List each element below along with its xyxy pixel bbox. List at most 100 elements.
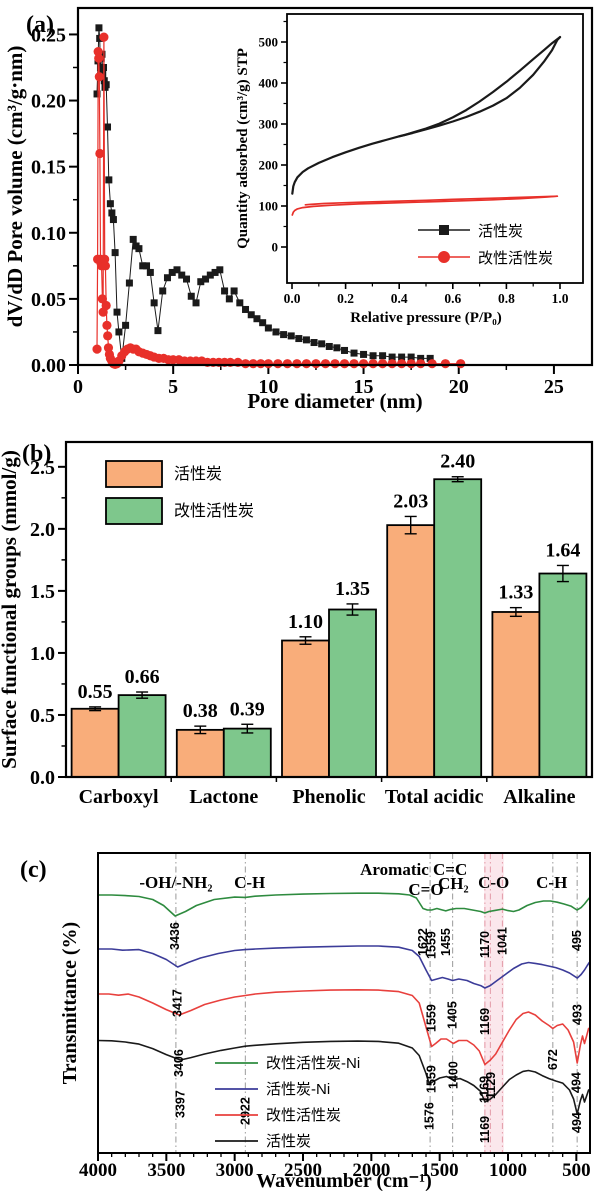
y-axis-title: Surface functional groups (mmol/g) [0, 450, 21, 769]
panel-a-label: (a) [26, 12, 54, 38]
peak-label: 1559 [425, 931, 439, 959]
spectrum-改性活性炭-Ni [97, 892, 591, 917]
bar [433, 478, 483, 778]
data-point [236, 299, 244, 307]
data-point [282, 359, 293, 369]
legend-label: 活性炭-Ni [266, 1081, 330, 1098]
legend-label: 活性炭 [174, 465, 222, 483]
legend-label: 改性活性炭 [478, 250, 553, 267]
legend-swatch [105, 497, 163, 525]
peak-label: 1559 [425, 1065, 439, 1093]
legend-marker-square [439, 225, 449, 235]
data-point [230, 287, 238, 295]
data-point [173, 266, 181, 274]
y-tick-label: 0.05 [31, 289, 66, 311]
x-tick-label: 25 [544, 376, 564, 398]
value-label: 0.38 [183, 700, 218, 722]
data-point [102, 81, 110, 89]
panel-a-inset: 0 100 200 300 400 500 0.0 0.2 0.4 0.6 0.8 1.0 Relati… [235, 13, 584, 326]
y-tick-label: 1.0 [30, 643, 55, 665]
data-point [397, 359, 407, 369]
legend-label: 改性活性炭 [266, 1107, 341, 1124]
data-point [146, 268, 154, 276]
data-point [125, 279, 133, 287]
x-tick-label: 2500 [284, 1160, 322, 1181]
value-label: 0.39 [230, 698, 265, 720]
y-tick-label: 0.15 [31, 157, 66, 179]
data-point [377, 359, 388, 369]
data-point [113, 308, 121, 316]
data-point [302, 336, 310, 344]
inset-y-tick-label: 200 [259, 158, 279, 173]
data-point [426, 354, 434, 362]
data-point [106, 200, 114, 208]
data-point [104, 123, 112, 131]
data-point [318, 340, 326, 348]
data-point [264, 324, 272, 332]
data-point [398, 353, 406, 361]
data-point [358, 359, 369, 369]
x-tick-label: 10 [258, 376, 278, 398]
bar [117, 694, 167, 778]
data-point [273, 359, 283, 369]
data-point [111, 249, 119, 257]
inset-y-tick-label: 100 [259, 199, 279, 214]
data-point [333, 344, 341, 352]
highlight-band [484, 853, 504, 1153]
data-point [98, 50, 106, 58]
peak-label: 3417 [171, 989, 185, 1017]
annotation: C-H [536, 873, 567, 892]
data-point [330, 359, 340, 369]
value-label: 0.55 [78, 681, 113, 703]
data-point [139, 262, 147, 270]
data-point [183, 275, 191, 283]
data-point [206, 271, 214, 279]
inset-y-tick-label: 400 [259, 76, 279, 91]
data-point [108, 209, 116, 217]
x-tick-label: 3000 [216, 1160, 254, 1181]
data-point [280, 331, 288, 339]
annotation: C=O [408, 880, 443, 899]
peak-label: 1576 [422, 1102, 436, 1130]
category-label: Alkaline [503, 786, 575, 808]
data-point [163, 274, 171, 282]
inset-x-tick-label: 0.0 [284, 291, 301, 306]
bar [328, 608, 377, 778]
data-point [225, 295, 233, 303]
peak-label: 495 [570, 930, 584, 951]
x-tick-label: 3500 [147, 1160, 185, 1181]
x-axis-title: Pore diameter (nm) [247, 389, 422, 413]
bar-group-total-acidic: 2.03 2.40 [386, 451, 483, 778]
data-point [259, 319, 267, 327]
y-tick-label: 0.20 [31, 91, 66, 113]
peak-label: 672 [546, 1049, 560, 1070]
peak-label: 1405 [446, 1001, 460, 1029]
data-point [135, 245, 143, 253]
data-point [102, 320, 112, 330]
panel-c-label: (c) [20, 857, 47, 883]
data-point [368, 359, 378, 369]
inset-x-tick-label: 0.4 [391, 291, 408, 306]
data-point [350, 349, 358, 357]
data-point [320, 359, 331, 369]
peak-label: 1041 [495, 927, 509, 955]
value-label: 0.66 [125, 666, 160, 688]
data-point [292, 359, 302, 369]
peak-label: 3397 [173, 1090, 187, 1118]
data-point [360, 350, 368, 358]
x-tick-label: 500 [562, 1160, 591, 1181]
data-point [202, 275, 210, 283]
peak-label: 1400 [446, 1061, 460, 1089]
value-label: 2.40 [440, 451, 475, 473]
data-point [379, 352, 387, 360]
annotation: Aromatic C=C [360, 860, 467, 879]
bar-group-lactone: 0.38 0.39 [175, 698, 272, 778]
bar [70, 707, 120, 778]
data-point [109, 216, 117, 224]
data-point [154, 327, 162, 335]
inset-y-axis-title: Quantity adsorbed (cm³/g) STP [235, 48, 251, 249]
